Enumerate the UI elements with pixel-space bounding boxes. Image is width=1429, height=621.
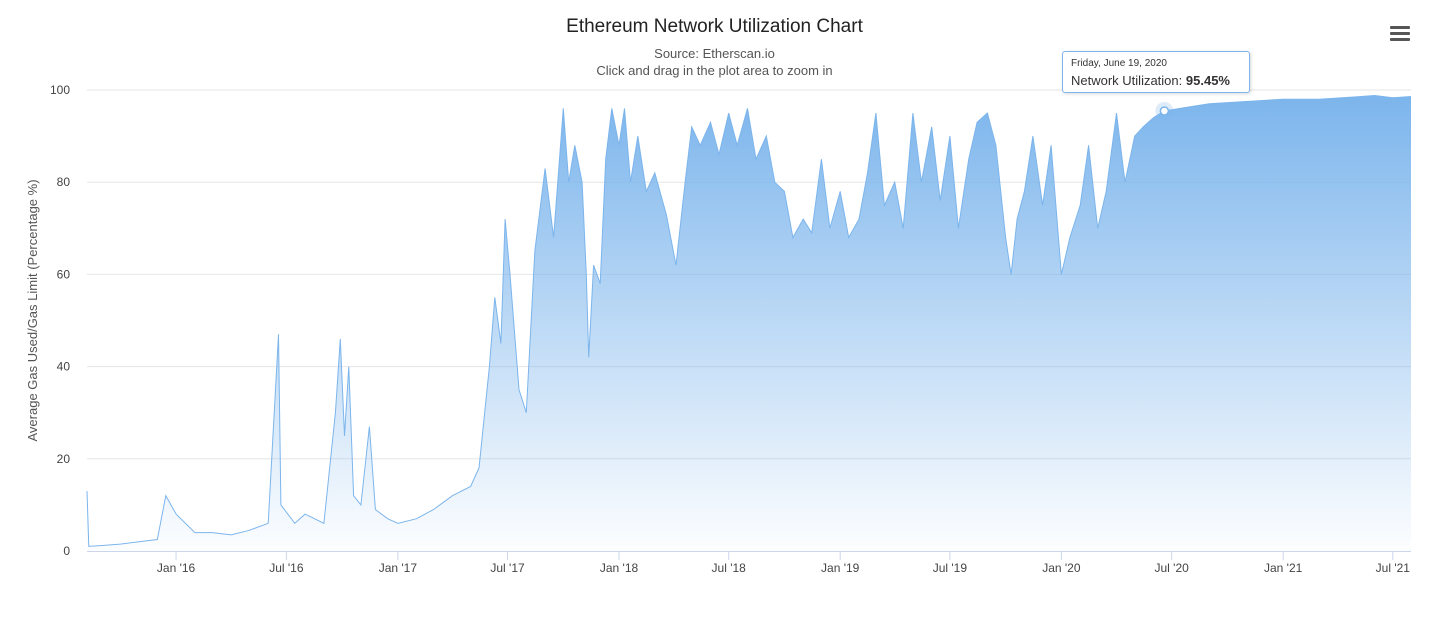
y-tick-label: 20 xyxy=(57,452,71,466)
chart-title: Ethereum Network Utilization Chart xyxy=(566,16,863,37)
x-tick-label: Jan '16 xyxy=(157,561,196,575)
y-tick-label: 80 xyxy=(57,175,71,189)
y-tick-label: 0 xyxy=(63,544,70,558)
hamburger-menu-icon-bar xyxy=(1390,38,1410,41)
hamburger-menu-icon xyxy=(1390,26,1410,29)
x-tick-label: Jul '19 xyxy=(933,561,968,575)
chart-subtitle-source: Source: Etherscan.io xyxy=(654,46,775,61)
x-tick-label: Jan '21 xyxy=(1264,561,1303,575)
plot-area[interactable] xyxy=(86,94,1412,552)
x-tick-label: Jan '18 xyxy=(600,561,639,575)
export-menu-button[interactable] xyxy=(1388,24,1412,44)
data-tooltip: Friday, June 19, 2020 Network Utilizatio… xyxy=(1062,51,1250,93)
hover-point xyxy=(1159,106,1170,116)
tooltip-value: 95.45% xyxy=(1185,73,1230,88)
axes: 0 20 40 60 80 100 Jan '16 Jul '16 Jan '17 Jul '17… xyxy=(50,83,1411,575)
x-tick-label: Jul '20 xyxy=(1154,561,1189,575)
chart-subtitle-zoom-hint: Click and drag in the plot area to zoom … xyxy=(596,63,833,78)
tooltip-value-line: Network Utilization: 95.45% xyxy=(1071,72,1241,89)
tooltip-series-label: Network Utilization: xyxy=(1071,73,1183,88)
x-tick-label: Jul '21 xyxy=(1376,561,1411,575)
y-axis-label: Average Gas Used/Gas Limit (Percentage %… xyxy=(25,179,40,441)
y-tick-label: 40 xyxy=(57,360,71,374)
x-tick-label: Jan '20 xyxy=(1042,561,1081,575)
x-tick-label: Jan '19 xyxy=(821,561,860,575)
x-tick-label: Jul '17 xyxy=(490,561,525,575)
tooltip-date: Friday, June 19, 2020 xyxy=(1071,58,1167,69)
hamburger-menu-icon-bar xyxy=(1390,32,1410,35)
y-tick-label: 60 xyxy=(57,267,71,281)
x-tick-label: Jul '16 xyxy=(269,561,304,575)
x-tick-label: Jan '17 xyxy=(379,561,418,575)
x-tick-label: Jul '18 xyxy=(712,561,747,575)
y-tick-label: 100 xyxy=(50,83,70,97)
hover-marker xyxy=(1155,101,1174,120)
series-area[interactable] xyxy=(87,95,1411,552)
series-line[interactable] xyxy=(86,94,1412,547)
